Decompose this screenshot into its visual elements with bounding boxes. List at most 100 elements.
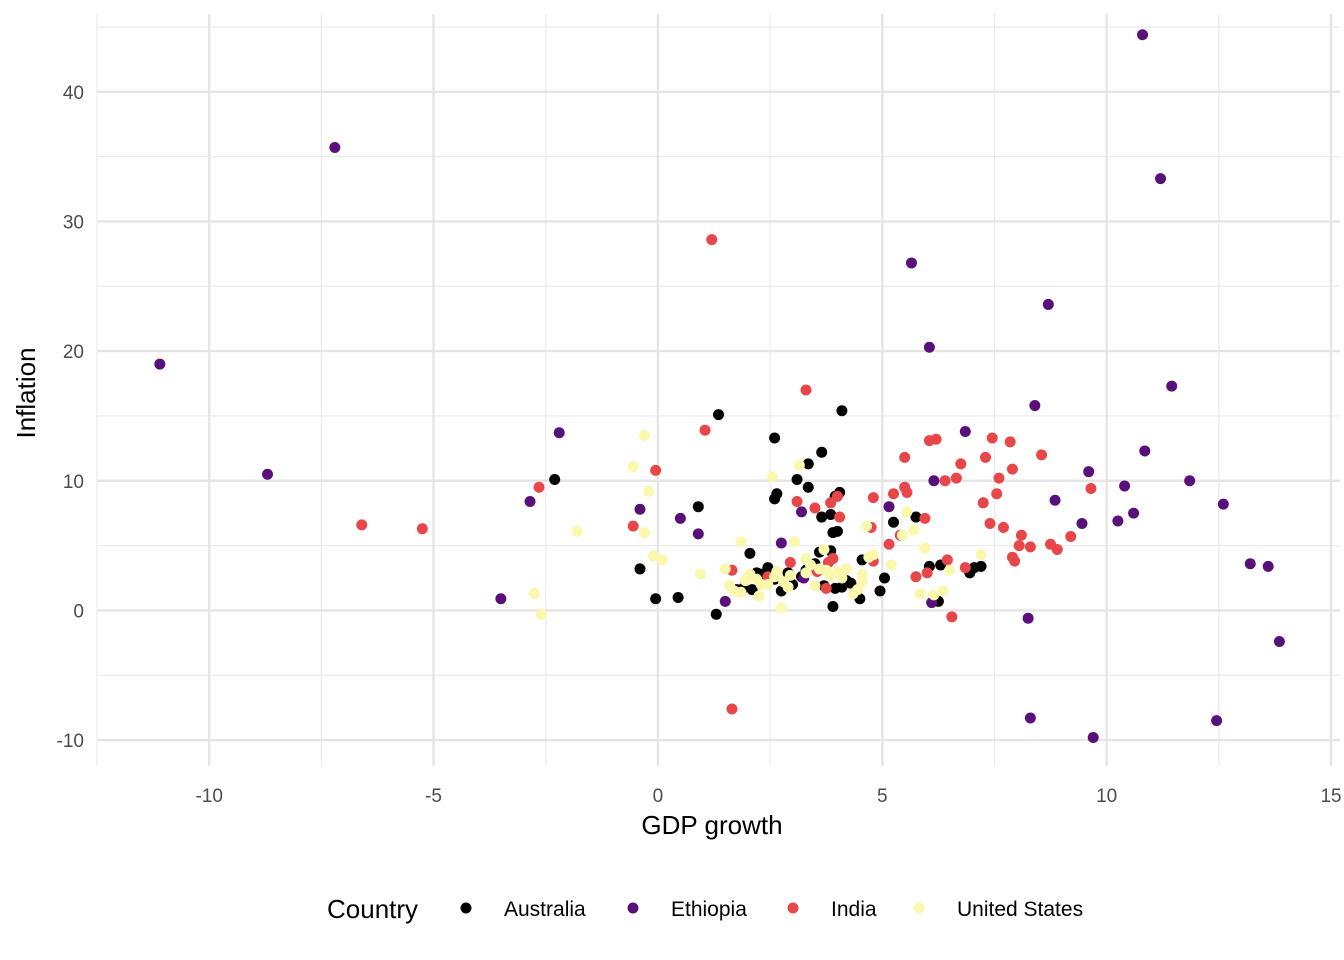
data-point [535, 608, 547, 620]
data-point [802, 481, 814, 493]
data-point [905, 257, 917, 269]
data-point [959, 425, 971, 437]
data-point [946, 611, 958, 623]
data-point [329, 142, 341, 154]
data-point [959, 562, 971, 574]
data-point [553, 427, 565, 439]
data-point [809, 580, 821, 592]
data-point [831, 490, 843, 502]
data-point [840, 563, 852, 575]
data-point [979, 451, 991, 463]
data-point [1184, 475, 1196, 487]
y-tick-label: -10 [57, 731, 84, 752]
data-point [984, 518, 996, 530]
data-point [928, 475, 940, 487]
data-point [692, 528, 704, 540]
data-point [910, 571, 922, 583]
data-point [800, 384, 812, 396]
data-point [1051, 543, 1063, 555]
data-point [674, 512, 686, 524]
data-point [825, 508, 837, 520]
data-point [1022, 612, 1034, 624]
legend-key [787, 902, 799, 914]
data-point [816, 511, 828, 523]
data-point [1036, 449, 1048, 461]
data-point [775, 537, 787, 549]
data-point [944, 564, 956, 576]
data-point [883, 501, 895, 513]
series-united-states [529, 429, 987, 620]
series-australia [549, 405, 987, 620]
data-point [937, 585, 949, 597]
data-point [1013, 540, 1025, 552]
data-point [997, 521, 1009, 533]
data-point [638, 527, 650, 539]
data-point [1244, 558, 1256, 570]
data-point [818, 543, 830, 555]
data-point [1049, 494, 1061, 506]
legend-key [627, 902, 639, 914]
data-point [634, 503, 646, 515]
y-tick-label: 40 [63, 83, 84, 104]
data-point [643, 485, 655, 497]
data-point [975, 549, 987, 561]
data-point [634, 563, 646, 575]
data-point [782, 581, 794, 593]
data-point [726, 703, 738, 715]
data-point [802, 458, 814, 470]
x-tick-label: 15 [1320, 786, 1341, 807]
data-point [793, 459, 805, 471]
data-point [713, 409, 724, 421]
minor-gridlines [96, 14, 1340, 766]
data-point [784, 556, 796, 568]
data-point [914, 588, 926, 600]
data-point [1015, 529, 1027, 541]
data-point [154, 358, 166, 370]
data-point [941, 554, 953, 566]
data-point [789, 536, 801, 548]
data-point [656, 554, 668, 566]
data-point [1029, 400, 1041, 412]
data-point [356, 519, 368, 531]
data-point [784, 569, 796, 581]
data-point [650, 464, 662, 476]
y-tick-label: 20 [63, 342, 84, 363]
data-point [638, 429, 650, 441]
data-point [861, 520, 873, 532]
data-point [1128, 507, 1140, 519]
data-point [692, 501, 704, 513]
y-tick-label: 10 [63, 472, 84, 493]
data-point [791, 473, 803, 485]
data-point [549, 473, 561, 485]
data-point [899, 451, 911, 463]
x-tick-label: -5 [425, 786, 442, 807]
x-axis-title: GDP growth [641, 810, 782, 840]
legend-title: Country [327, 894, 418, 924]
x-tick-label: -10 [195, 786, 222, 807]
data-point [977, 497, 989, 509]
legend-key [460, 902, 472, 914]
data-point [1112, 515, 1124, 527]
data-point [1085, 483, 1097, 495]
data-point [1042, 298, 1054, 310]
data-point [650, 593, 662, 605]
y-tick-label: 30 [63, 212, 84, 233]
data-point [1009, 555, 1021, 567]
data-point [762, 578, 774, 590]
data-point [867, 492, 879, 504]
data-point [1087, 731, 1099, 743]
data-point [1065, 531, 1077, 543]
data-point [769, 571, 781, 583]
data-point [751, 573, 763, 585]
data-point [533, 481, 545, 493]
data-point [993, 472, 1005, 484]
data-point [919, 542, 931, 554]
data-point [1262, 560, 1274, 572]
data-point [1137, 29, 1149, 41]
data-point [1166, 380, 1178, 392]
data-point [724, 580, 736, 592]
x-tick-label: 10 [1096, 786, 1117, 807]
legend-key [913, 902, 925, 914]
data-point [809, 502, 821, 514]
data-point [888, 516, 900, 528]
